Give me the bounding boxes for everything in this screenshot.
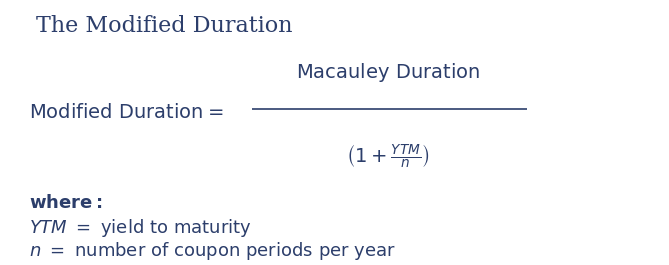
Text: $\mathrm{Macauley\ Duration}$: $\mathrm{Macauley\ Duration}$ xyxy=(296,61,480,85)
Text: $\mathit{YTM}\ =\ $$\mathrm{yield\ to\ maturity}$: $\mathit{YTM}\ =\ $$\mathrm{yield\ to\ m… xyxy=(29,217,252,239)
Text: $n\ =\ $$\mathrm{number\ of\ coupon\ periods\ per\ year}$: $n\ =\ $$\mathrm{number\ of\ coupon\ per… xyxy=(29,240,396,262)
Text: $\mathrm{Modified\ Duration} =$: $\mathrm{Modified\ Duration} =$ xyxy=(29,104,223,122)
Text: The Modified Duration: The Modified Duration xyxy=(36,15,292,37)
Text: $\left(1 + \frac{\mathit{YTM}}{n}\right)$: $\left(1 + \frac{\mathit{YTM}}{n}\right)… xyxy=(346,142,429,170)
Text: $\mathbf{where:}$: $\mathbf{where:}$ xyxy=(29,194,102,212)
